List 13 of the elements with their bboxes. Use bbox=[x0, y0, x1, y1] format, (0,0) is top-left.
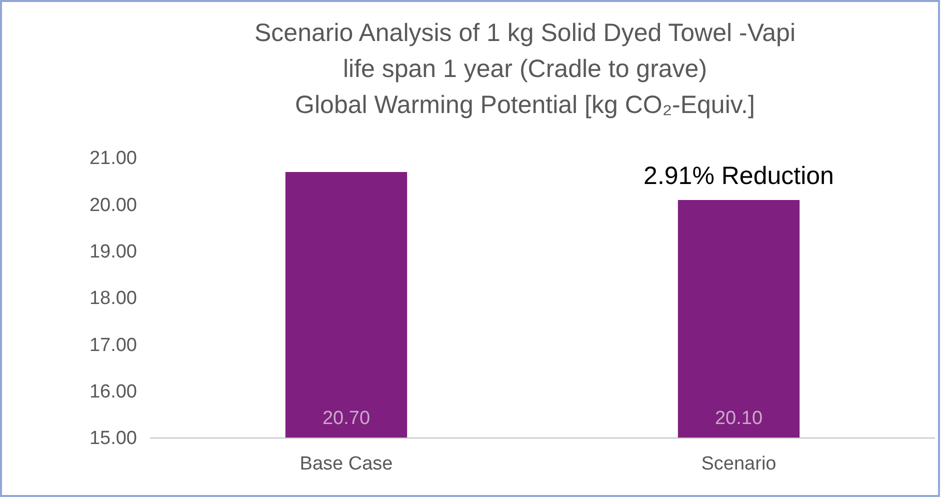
y-tick-label: 19.00 bbox=[89, 241, 137, 262]
annotation: 2.91% Reduction bbox=[644, 162, 834, 190]
y-tick-label: 21.00 bbox=[89, 148, 137, 170]
x-tick-label: Base Case bbox=[300, 453, 393, 474]
x-tick-label: Scenario bbox=[701, 453, 776, 474]
y-tick-label: 20.00 bbox=[89, 194, 137, 216]
y-tick-label: 17.00 bbox=[89, 334, 137, 356]
y-tick-label: 15.00 bbox=[89, 428, 137, 450]
data-label: 20.70 bbox=[322, 408, 370, 429]
data-label: 20.10 bbox=[714, 408, 763, 429]
y-tick-label: 18.00 bbox=[89, 288, 137, 310]
chart-title: Scenario Analysis of 1 kg Solid Dyed Towel -Vapi life span 1 year (Cradle to grave) Global Warming Potential [kg CO₂-Equiv.] bbox=[254, 19, 796, 119]
y-tick-label: 16.00 bbox=[89, 381, 137, 402]
